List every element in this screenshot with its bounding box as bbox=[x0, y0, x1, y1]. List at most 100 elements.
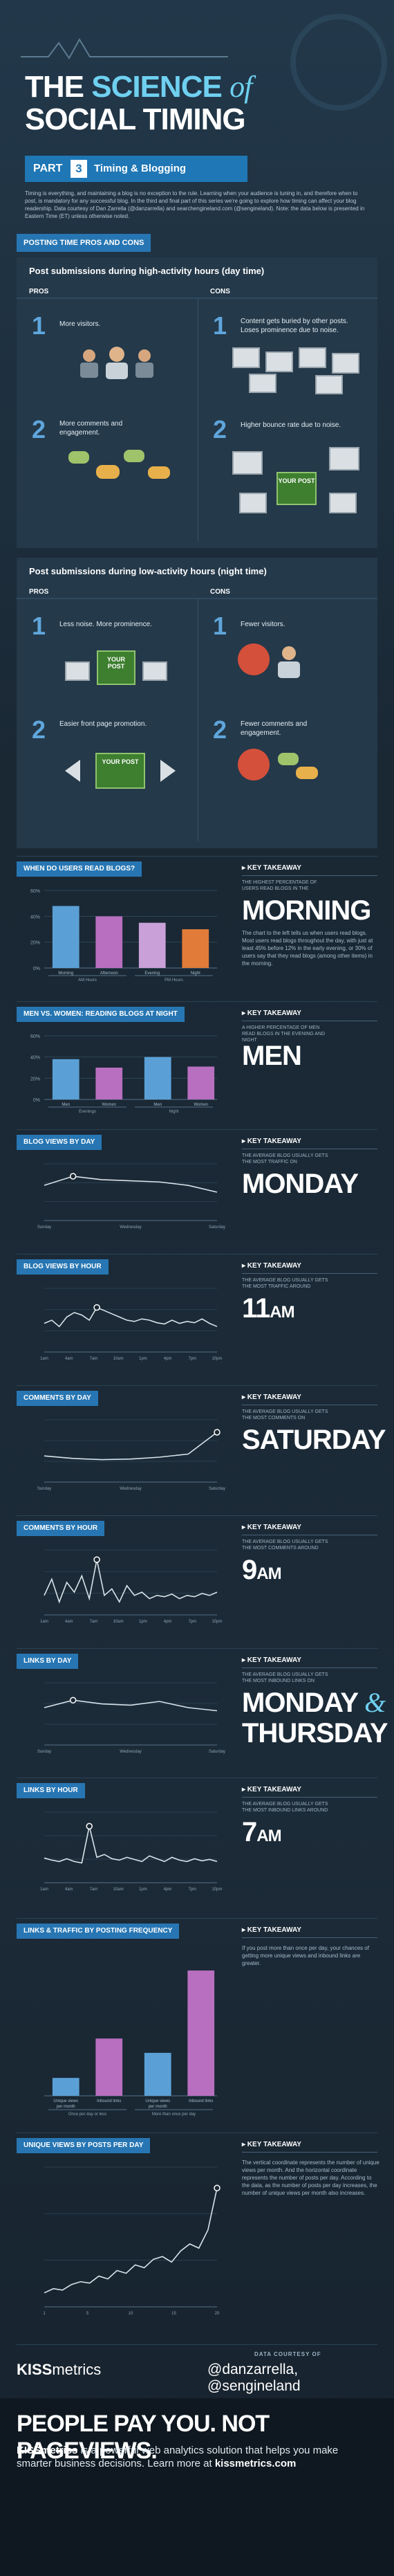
key-takeaway-heading: ▸ KEY TAKEAWAY bbox=[242, 1524, 301, 1531]
key-takeaway-value: 9AM bbox=[242, 1555, 282, 1589]
category-label: Women bbox=[194, 1103, 208, 1107]
section-label: LINKS BY DAY bbox=[17, 1654, 79, 1669]
key-takeaway-main: 9 bbox=[242, 1555, 257, 1585]
your-post-label: YOUR POST bbox=[278, 477, 315, 484]
x-tick-label: 10pm bbox=[212, 1357, 222, 1361]
down-arrow-icon-2 bbox=[238, 749, 270, 780]
category-label: Men bbox=[62, 1103, 70, 1107]
key-takeaway-description: The chart to the left tells us when user… bbox=[242, 930, 373, 967]
chart-section-5: COMMENTS BY DAY ▸ KEY TAKEAWAY The average… bbox=[0, 1385, 394, 1514]
low-con-2-text: Fewer comments and engagement. bbox=[241, 720, 308, 737]
series-line bbox=[44, 2188, 218, 2294]
series-line bbox=[44, 1306, 218, 1328]
con-number-1: 1 bbox=[213, 311, 227, 340]
x-tick-label: 1pm bbox=[139, 1357, 147, 1361]
x-tick-label: 4am bbox=[65, 1888, 73, 1892]
key-takeaway-heading: ▸ KEY TAKEAWAY bbox=[242, 1926, 301, 1934]
x-tick-label: 4pm bbox=[164, 1620, 172, 1624]
high-activity-panel: Post submissions during high-activity ho… bbox=[17, 257, 377, 548]
slogan: PEOPLE PAY YOU. NOT PAGEVIEWS. bbox=[17, 2411, 270, 2464]
low-con-number-1: 1 bbox=[213, 612, 227, 640]
bounce-icon: YOUR POST bbox=[232, 444, 364, 527]
section-label: COMMENTS BY DAY bbox=[17, 1391, 98, 1406]
x-tick-label: 1pm bbox=[139, 1888, 147, 1892]
peak-marker bbox=[69, 1697, 77, 1703]
key-takeaway-heading: ▸ KEY TAKEAWAY bbox=[242, 1786, 301, 1793]
x-tick-label: Saturday bbox=[209, 1225, 225, 1230]
section-label: UNIQUE VIEWS BY POSTS PER DAY bbox=[17, 2138, 151, 2153]
chart-section-10: UNIQUE VIEWS BY POSTS PER DAY ▸ KEY TAKEA… bbox=[0, 2132, 394, 2339]
your-post-label-3: YOUR POST bbox=[102, 758, 139, 765]
pro-2-text: More comments and engagement. bbox=[59, 420, 123, 437]
x-tick-label: 10pm bbox=[212, 1620, 222, 1624]
key-takeaway-heading: ▸ KEY TAKEAWAY bbox=[242, 1394, 301, 1401]
x-tick-label: 4pm bbox=[164, 1357, 172, 1361]
section-divider bbox=[17, 1385, 377, 1386]
front-page-icon: YOUR POST bbox=[65, 749, 176, 793]
section-label: BLOG VIEWS BY DAY bbox=[17, 1135, 102, 1150]
x-tick-label: Wednesday bbox=[120, 1750, 142, 1754]
y-tick-label: 40% bbox=[30, 915, 40, 920]
chart-svg: 60% 40% 20% 0% Morning Afternoon Evening Night A… bbox=[30, 889, 217, 983]
low-pro-number-2: 2 bbox=[32, 715, 46, 744]
key-takeaway-heading: ▸ KEY TAKEAWAY bbox=[242, 1138, 301, 1145]
column-divider bbox=[17, 298, 377, 299]
x-tick-label: 20 bbox=[215, 2312, 220, 2316]
series-line bbox=[44, 1432, 218, 1461]
x-tick-label: 4am bbox=[65, 1357, 73, 1361]
x-tick-label: 7pm bbox=[188, 1888, 196, 1892]
pro-number-1: 1 bbox=[32, 311, 46, 340]
key-takeaway-subtitle: The average blog usually gets the most i… bbox=[242, 1672, 328, 1683]
bar-1 bbox=[52, 2078, 79, 2096]
kissmetrics-logo: KISSmetrics bbox=[17, 2361, 102, 2378]
chart-svg: 1am 4am 7am 10am 1pm 4pm 7pm 10pm bbox=[40, 1549, 223, 1624]
key-takeaway-subtitle: A higher percentage of men read blogs in… bbox=[242, 1025, 326, 1043]
y-tick-label: 60% bbox=[30, 889, 40, 894]
chart-svg: Sunday Wednesday Saturday bbox=[37, 1163, 225, 1230]
key-takeaway-value: MONDAY bbox=[242, 1169, 359, 1198]
key-takeaway-description: If you post more than once per day, your… bbox=[242, 1945, 369, 1966]
con-2-text: Higher bounce rate due to noise. bbox=[241, 421, 341, 429]
footer-divider bbox=[17, 2344, 377, 2345]
key-takeaway-heading: ▸ KEY TAKEAWAY bbox=[242, 2141, 301, 2148]
peak-marker bbox=[214, 1429, 221, 1436]
section-label: MEN VS. WOMEN: READING BLOGS AT NIGHT bbox=[17, 1007, 185, 1022]
x-tick-label: 1 bbox=[43, 2312, 46, 2316]
x-tick-label: 10 bbox=[129, 2312, 133, 2316]
key-takeaway-am: AM bbox=[256, 1564, 281, 1583]
x-tick-label: 1pm bbox=[139, 1620, 147, 1624]
key-takeaway-main: SATURDAY bbox=[242, 1425, 386, 1455]
key-takeaway-subtitle: The average blog usually gets the most t… bbox=[242, 1153, 328, 1164]
bar-2 bbox=[95, 2038, 123, 2096]
x-tick-label: 7am bbox=[90, 1357, 98, 1361]
chart-svg: 1 5 10 15 20 bbox=[43, 2166, 221, 2316]
key-takeaway-description: The vertical coordinate represents the n… bbox=[242, 2159, 379, 2196]
section-divider bbox=[17, 1001, 377, 1002]
section-divider bbox=[17, 1918, 377, 1919]
bar-4 bbox=[187, 1066, 215, 1099]
x-tick-label: 10am bbox=[113, 1620, 124, 1624]
key-takeaway-value: MEN bbox=[242, 1041, 302, 1071]
low-activity-panel: Post submissions during low-activity hou… bbox=[17, 558, 377, 848]
category-label: Unique views per month bbox=[53, 2099, 78, 2109]
section-divider bbox=[17, 856, 377, 857]
key-takeaway-subtitle: The average blog usually gets the most t… bbox=[242, 1278, 328, 1289]
part-banner: PART 3 Timing & Blogging bbox=[25, 156, 247, 182]
chart-section-4: BLOG VIEWS BY HOUR ▸ KEY TAKEAWAY The aver… bbox=[0, 1254, 394, 1384]
cons-heading-low: CONS bbox=[210, 588, 230, 596]
group-label: Evenings bbox=[79, 1110, 96, 1114]
section-label: BLOG VIEWS BY HOUR bbox=[17, 1259, 109, 1275]
down-arrow-icon bbox=[238, 643, 270, 675]
bar-3 bbox=[144, 2052, 171, 2096]
category-label: Afternoon bbox=[100, 971, 118, 976]
key-takeaway-rule bbox=[242, 875, 377, 876]
x-tick-label: 7am bbox=[90, 1888, 98, 1892]
chart-section-6: COMMENTS BY HOUR ▸ KEY TAKEAWAY The averag… bbox=[0, 1515, 394, 1647]
key-takeaway-value: MONDAY & bbox=[242, 1688, 386, 1718]
pros-cons-label: POSTING TIME PROS AND CONS bbox=[17, 234, 151, 252]
key-takeaway-main: MEN bbox=[242, 1041, 302, 1071]
x-tick-label: Sunday bbox=[37, 1225, 51, 1230]
key-takeaway-value: 7AM bbox=[242, 1818, 282, 1851]
key-takeaway-main: MONDAY bbox=[242, 1688, 359, 1718]
low-pro-1-text: Less noise. More prominence. bbox=[59, 621, 152, 628]
